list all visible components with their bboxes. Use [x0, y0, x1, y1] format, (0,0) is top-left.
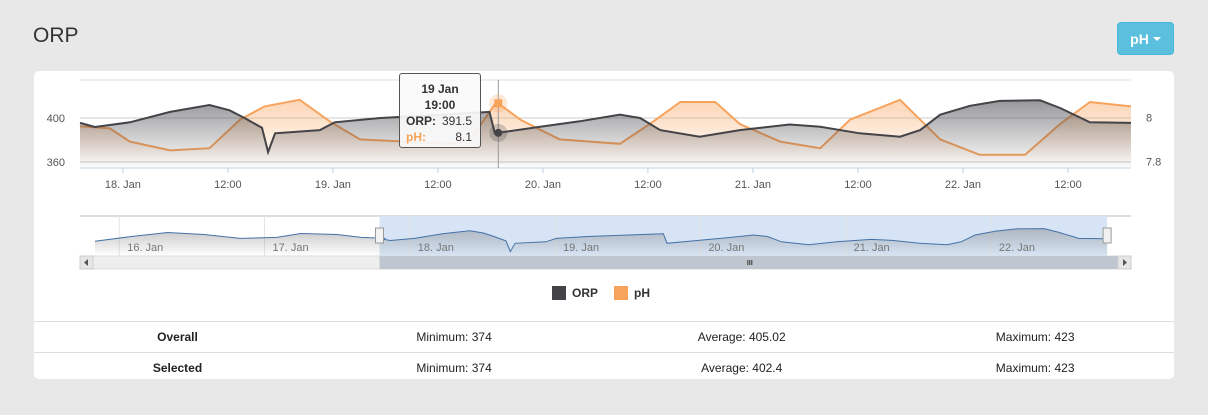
arrow-left-icon — [84, 259, 88, 266]
navigator-area — [95, 228, 1108, 256]
tooltip-orp-label: ORP: — [406, 114, 436, 128]
x-tick-label: 19. Jan — [315, 179, 351, 191]
stat-avg: Average: 402.4 — [587, 352, 897, 383]
row-label: Selected — [34, 352, 321, 383]
tooltip-orp-value: 391.5 — [441, 114, 472, 128]
series-select-label: pH — [1130, 30, 1149, 47]
legend-swatch-ph — [614, 286, 629, 300]
x-tick-label: 12:00 — [634, 179, 662, 191]
y-left-tick-label: 360 — [47, 157, 65, 169]
legend-item-ph[interactable]: pH — [614, 286, 650, 300]
tooltip-ph-label: pH: — [406, 130, 426, 144]
caret-down-icon — [1152, 36, 1161, 41]
tooltip-date: 19 Jan — [421, 82, 459, 96]
x-tick-label: 22. Jan — [945, 179, 981, 191]
stat-max: Maximum: 423 — [896, 321, 1174, 353]
stat-avg: Average: 405.02 — [587, 321, 897, 353]
row-label: Overall — [34, 321, 321, 353]
x-tick-label: 12:00 — [214, 179, 242, 191]
x-tick-label: 18. Jan — [105, 179, 141, 191]
stat-min: Minimum: 374 — [321, 352, 588, 383]
x-tick-label: 21. Jan — [735, 179, 771, 191]
stat-min: Minimum: 374 — [321, 321, 588, 353]
series-select-button[interactable]: pH — [1117, 22, 1174, 55]
stock-chart[interactable]: 400 360 8 7.8 18. Jan 12:00 19. Jan 12:00 20. Ja… — [0, 0, 1208, 300]
legend-item-orp[interactable]: ORP — [552, 286, 598, 300]
navigator-handle-right[interactable] — [1102, 227, 1112, 244]
legend-label: ORP — [572, 286, 599, 300]
table-row: Selected Minimum: 374 Average: 402.4 Maximu… — [34, 352, 1174, 383]
chart-tooltip: 19 Jan 19:00 ORP: 391.5 pH: 8.1 — [399, 73, 481, 148]
x-tick-label: 12:00 — [424, 179, 452, 191]
orp-area — [80, 100, 1131, 168]
y-right-tick-label: 8 — [1146, 112, 1152, 124]
ph-hover-marker — [494, 99, 503, 108]
page-title: ORP — [33, 24, 79, 47]
x-tick-label: 20. Jan — [525, 179, 561, 191]
orp-line — [79, 99, 1132, 156]
tooltip-time: 19:00 — [424, 98, 456, 112]
y-right-tick-label: 7.8 — [1146, 156, 1161, 168]
tooltip-ph-value: 8.1 — [455, 130, 472, 144]
stat-max: Maximum: 423 — [896, 352, 1174, 383]
orp-hover-marker — [494, 128, 503, 137]
stats-table: Overall Minimum: 374 Average: 405.02 Maximu… — [34, 321, 1174, 383]
arrow-right-icon — [1123, 259, 1127, 266]
x-tick-label: 12:00 — [1054, 179, 1082, 191]
x-tick-label: 12:00 — [844, 179, 872, 191]
navigator-handle-left[interactable] — [375, 227, 385, 244]
legend-label: pH — [634, 286, 651, 300]
y-left-tick-label: 400 — [47, 113, 65, 125]
navigator-line — [94, 228, 1108, 253]
legend-swatch-orp — [552, 286, 566, 300]
table-row: Overall Minimum: 374 Average: 405.02 Maximu… — [34, 321, 1174, 353]
legend: ORP pH — [552, 286, 650, 300]
